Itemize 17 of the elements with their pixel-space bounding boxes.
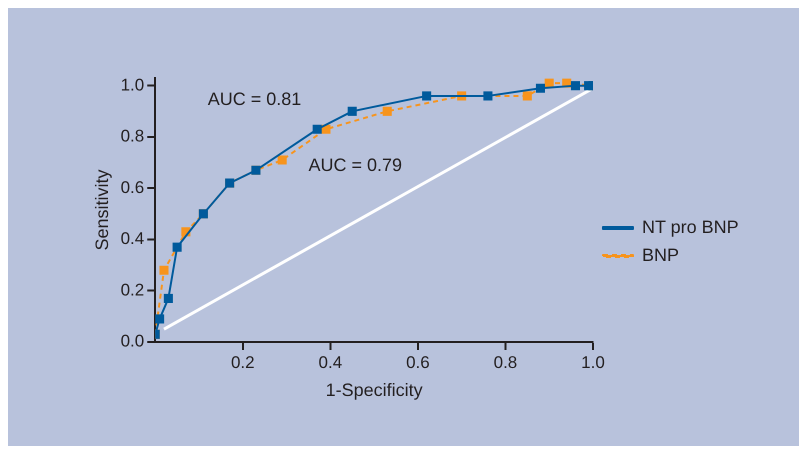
x-tick-label: 0.6 [406, 352, 430, 372]
x-tick-label: 0.4 [318, 352, 342, 372]
y-tick-label: 0.0 [120, 332, 144, 351]
x-tick-label: 0.2 [230, 352, 255, 372]
y-tick-label: 0.2 [120, 280, 144, 300]
y-axis-title: Sensitivity [92, 169, 112, 251]
x-tick-label: 1.0 [581, 352, 605, 372]
legend-label: NT pro BNP [642, 216, 739, 237]
annotation: AUC = 0.81 [208, 89, 302, 110]
y-tick-label: 0.8 [120, 126, 144, 146]
y-tick-label: 0.4 [120, 229, 144, 248]
legend-label: BNP [642, 244, 679, 265]
x-tick-label: 0.8 [494, 352, 518, 372]
y-tick-label: 0.6 [120, 178, 144, 197]
annotation: AUC = 0.79 [308, 155, 402, 176]
x-axis-title: 1-Specificity [326, 380, 423, 400]
y-tick-label: 1.0 [120, 75, 144, 94]
